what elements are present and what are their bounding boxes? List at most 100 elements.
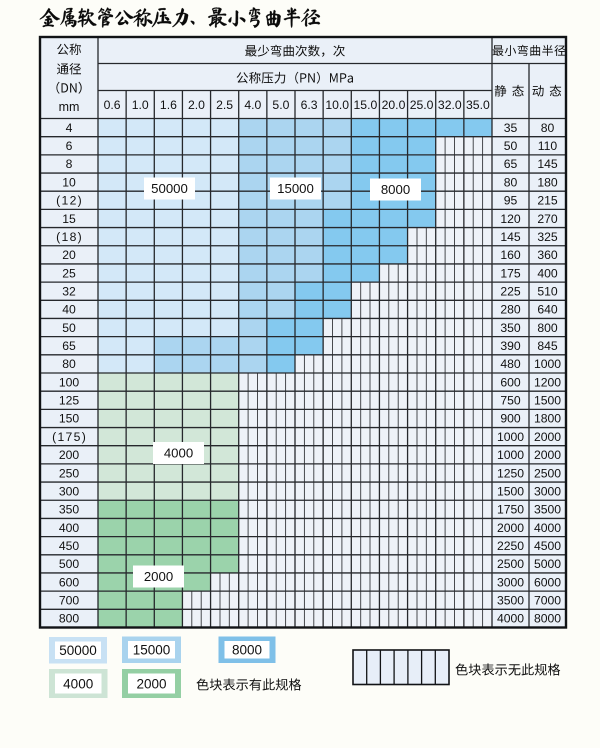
svg-text:35: 35 <box>504 121 518 135</box>
svg-text:2500: 2500 <box>497 557 524 571</box>
svg-text:35.0: 35.0 <box>466 98 490 112</box>
svg-text:700: 700 <box>59 594 80 608</box>
svg-text:120: 120 <box>500 212 521 226</box>
svg-text:65: 65 <box>504 157 518 171</box>
svg-text:mm: mm <box>59 100 80 114</box>
svg-text:360: 360 <box>537 248 558 262</box>
svg-text:400: 400 <box>59 521 80 535</box>
svg-text:4500: 4500 <box>534 539 561 553</box>
svg-text:50: 50 <box>504 139 518 153</box>
svg-text:480: 480 <box>500 357 521 371</box>
svg-text:5.0: 5.0 <box>272 98 289 112</box>
svg-text:150: 150 <box>59 412 80 426</box>
svg-text:2.0: 2.0 <box>188 98 205 112</box>
svg-text:25: 25 <box>62 266 76 280</box>
svg-text:2500: 2500 <box>534 466 561 480</box>
svg-text:8000: 8000 <box>232 643 262 658</box>
svg-text:32.0: 32.0 <box>438 98 462 112</box>
svg-text:1000: 1000 <box>497 430 524 444</box>
svg-text:95: 95 <box>504 194 518 208</box>
svg-text:50000: 50000 <box>151 181 188 196</box>
svg-text:20: 20 <box>62 248 76 262</box>
svg-text:10.0: 10.0 <box>325 98 349 112</box>
svg-text:200: 200 <box>59 448 80 462</box>
svg-text:15: 15 <box>62 212 76 226</box>
svg-text:2000: 2000 <box>136 676 166 691</box>
svg-text:8: 8 <box>66 157 73 171</box>
svg-text:4: 4 <box>66 121 73 135</box>
svg-text:325: 325 <box>537 230 558 244</box>
svg-text:800: 800 <box>59 612 80 626</box>
svg-text:600: 600 <box>500 375 521 389</box>
svg-text:110: 110 <box>538 139 558 153</box>
svg-text:1750: 1750 <box>497 503 524 517</box>
svg-text:1000: 1000 <box>497 448 524 462</box>
svg-text:1000: 1000 <box>534 357 561 371</box>
svg-text:8000: 8000 <box>534 612 561 626</box>
svg-text:6.3: 6.3 <box>301 98 318 112</box>
svg-text:0.6: 0.6 <box>104 98 121 112</box>
svg-text:125: 125 <box>59 394 80 408</box>
svg-text:15.0: 15.0 <box>354 98 378 112</box>
svg-text:80: 80 <box>504 175 518 189</box>
svg-text:1.0: 1.0 <box>132 98 149 112</box>
svg-text:4.0: 4.0 <box>244 98 261 112</box>
svg-text:1200: 1200 <box>534 375 561 389</box>
svg-text:7000: 7000 <box>534 594 561 608</box>
svg-text:1250: 1250 <box>497 466 524 480</box>
svg-text:10: 10 <box>62 175 76 189</box>
svg-text:3500: 3500 <box>497 594 524 608</box>
svg-text:50000: 50000 <box>59 643 97 658</box>
svg-text:215: 215 <box>537 194 558 208</box>
svg-text:(12): (12) <box>56 194 83 208</box>
svg-text:32: 32 <box>62 285 76 299</box>
svg-text:65: 65 <box>62 339 76 353</box>
svg-text:6: 6 <box>66 139 73 153</box>
svg-text:145: 145 <box>500 230 521 244</box>
svg-text:280: 280 <box>500 303 521 317</box>
svg-text:3500: 3500 <box>534 503 561 517</box>
svg-text:1500: 1500 <box>497 485 524 499</box>
svg-text:80: 80 <box>62 357 76 371</box>
svg-text:800: 800 <box>537 321 558 335</box>
svg-text:450: 450 <box>59 539 80 553</box>
svg-text:250: 250 <box>59 466 80 480</box>
svg-text:175: 175 <box>500 266 521 280</box>
svg-text:4000: 4000 <box>164 446 193 461</box>
svg-text:750: 750 <box>500 394 521 408</box>
svg-text:300: 300 <box>59 485 80 499</box>
svg-text:25.0: 25.0 <box>410 98 434 112</box>
svg-text:40: 40 <box>62 303 76 317</box>
svg-text:1800: 1800 <box>534 412 561 426</box>
svg-text:2.5: 2.5 <box>216 98 233 112</box>
svg-text:3000: 3000 <box>497 575 524 589</box>
svg-text:6000: 6000 <box>534 575 561 589</box>
svg-text:390: 390 <box>500 339 521 353</box>
svg-text:4000: 4000 <box>534 521 561 535</box>
svg-text:145: 145 <box>537 157 558 171</box>
svg-text:400: 400 <box>537 266 558 280</box>
svg-text:50: 50 <box>62 321 76 335</box>
svg-text:20.0: 20.0 <box>382 98 406 112</box>
svg-text:350: 350 <box>59 503 80 517</box>
svg-text:510: 510 <box>537 285 558 299</box>
svg-text:900: 900 <box>500 412 521 426</box>
svg-text:2000: 2000 <box>534 430 561 444</box>
svg-text:(175): (175) <box>52 430 87 444</box>
svg-text:80: 80 <box>541 121 555 135</box>
svg-text:640: 640 <box>537 303 558 317</box>
svg-text:2250: 2250 <box>497 539 524 553</box>
svg-text:(18): (18) <box>56 230 83 244</box>
svg-text:3000: 3000 <box>534 485 561 499</box>
svg-text:1500: 1500 <box>534 394 561 408</box>
svg-text:8000: 8000 <box>381 182 410 197</box>
svg-text:100: 100 <box>59 375 80 389</box>
svg-text:15000: 15000 <box>277 181 314 196</box>
svg-text:2000: 2000 <box>497 521 524 535</box>
svg-text:4000: 4000 <box>497 612 524 626</box>
svg-text:225: 225 <box>500 285 521 299</box>
svg-text:5000: 5000 <box>534 557 561 571</box>
svg-text:845: 845 <box>537 339 558 353</box>
svg-text:600: 600 <box>59 575 80 589</box>
svg-text:160: 160 <box>500 248 521 262</box>
